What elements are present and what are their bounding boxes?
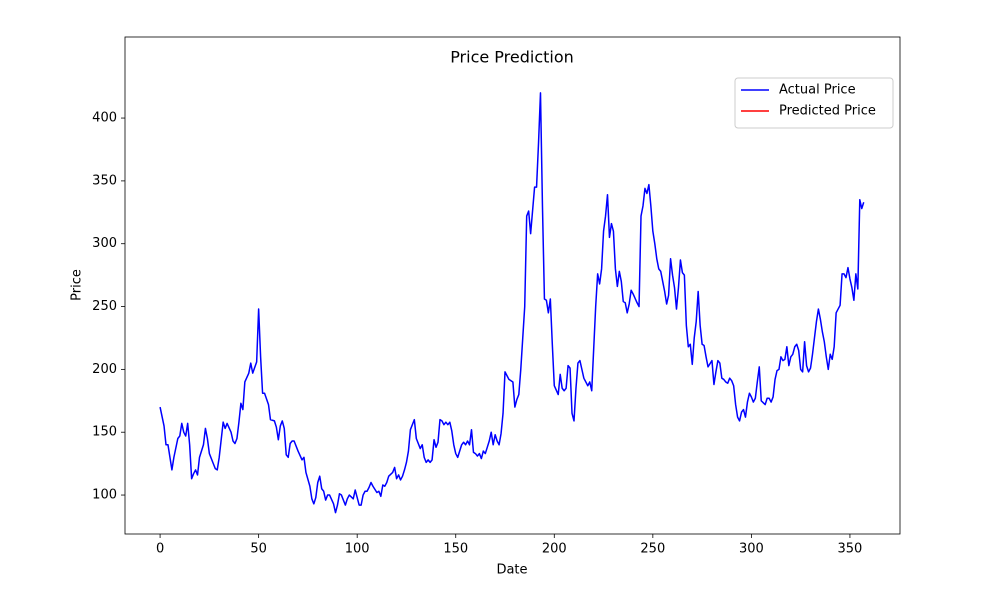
x-tick-label: 100 <box>345 542 370 557</box>
x-tick-label: 300 <box>739 542 764 557</box>
x-axis-label: Date <box>496 563 527 578</box>
y-tick-label: 300 <box>92 236 117 251</box>
y-tick-label: 200 <box>92 362 117 377</box>
chart-title: Price Prediction <box>450 48 574 67</box>
x-tick-label: 150 <box>443 542 468 557</box>
legend-box <box>734 77 894 129</box>
x-tick-label: 0 <box>156 542 164 557</box>
plot-frame <box>124 36 901 535</box>
x-tick-label: 50 <box>250 542 267 557</box>
y-axis-label: Price <box>70 269 85 301</box>
legend-label: Actual Price <box>779 83 856 98</box>
y-tick-label: 400 <box>92 111 117 126</box>
y-tick-label: 250 <box>92 299 117 314</box>
data-line <box>159 92 865 514</box>
legend: Actual Price Predicted Price <box>734 77 894 129</box>
x-tick-label: 350 <box>838 542 863 557</box>
y-tick-label: 150 <box>92 425 117 440</box>
legend-label: Predicted Price <box>779 104 876 119</box>
y-tick-label: 350 <box>92 173 117 188</box>
x-tick-label: 250 <box>640 542 665 557</box>
x-tick-label: 200 <box>542 542 567 557</box>
y-tick-label: 100 <box>92 488 117 503</box>
